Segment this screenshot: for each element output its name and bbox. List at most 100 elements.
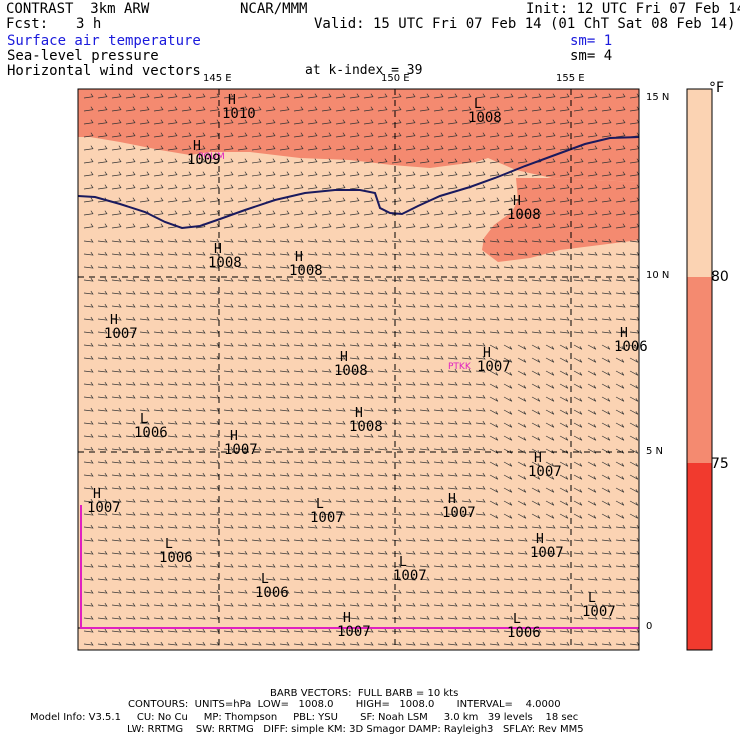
- wind-barb: [377, 93, 388, 99]
- wind-barb: [419, 641, 430, 646]
- wind-barb: [517, 223, 528, 229]
- wind-barb: [349, 550, 360, 555]
- wind-barb: [517, 589, 528, 594]
- wind-barb: [195, 355, 206, 360]
- wind-barb: [279, 145, 290, 151]
- wind-barb: [209, 355, 220, 360]
- wind-barb: [447, 550, 458, 555]
- wind-barb: [405, 433, 416, 438]
- wind-barb: [111, 472, 122, 477]
- wind-barb: [377, 145, 388, 151]
- wind-barb: [181, 459, 192, 464]
- wind-barb: [377, 171, 388, 177]
- wind-barb: [405, 563, 416, 568]
- wind-barb: [363, 420, 374, 425]
- wind-barb: [293, 381, 304, 386]
- low-pressure-symbol: L: [140, 412, 148, 427]
- wind-barb: [601, 435, 611, 441]
- wind-barb: [209, 576, 220, 581]
- wind-barb: [587, 370, 597, 376]
- wind-barb: [195, 615, 206, 620]
- lon-label-150: 150 E: [381, 73, 410, 84]
- wind-barb: [293, 171, 304, 177]
- wind-barb: [433, 290, 444, 295]
- wind-barb: [531, 563, 542, 568]
- wind-barb: [363, 459, 374, 464]
- wind-barb: [125, 290, 136, 295]
- wind-barb: [615, 171, 626, 177]
- wind-barb: [391, 524, 402, 529]
- wind-barb: [279, 407, 290, 412]
- wind-barb: [503, 223, 514, 229]
- wind-barb: [265, 238, 276, 243]
- wind-barb: [321, 498, 332, 503]
- wind-barb: [265, 355, 276, 360]
- wind-barb: [237, 251, 248, 256]
- wind-barb: [559, 171, 570, 177]
- wind-barb: [195, 132, 206, 138]
- wind-barb: [615, 158, 626, 164]
- wind-barb: [573, 210, 584, 216]
- wind-barb: [517, 158, 528, 164]
- wind-barb: [629, 370, 639, 376]
- low-pressure-symbol: L: [474, 97, 482, 112]
- wind-barb: [545, 576, 556, 581]
- wind-barb: [587, 238, 598, 243]
- wind-barb: [139, 264, 150, 269]
- wind-barb: [573, 474, 583, 480]
- wind-barb: [475, 251, 486, 256]
- wind-barb: [321, 106, 332, 112]
- wind-barb: [125, 184, 136, 190]
- wind-barb: [237, 290, 248, 295]
- wind-barb: [97, 329, 108, 334]
- wind-barb: [251, 550, 262, 555]
- wind-barb: [559, 197, 570, 203]
- wind-barb: [489, 448, 499, 454]
- wind-barb: [517, 370, 527, 376]
- wind-barb: [153, 290, 164, 295]
- wind-barb: [153, 602, 164, 607]
- wind-barb: [433, 420, 444, 425]
- wind-barb: [601, 277, 612, 282]
- wind-barb: [321, 368, 332, 373]
- wind-barb: [153, 394, 164, 399]
- wind-barb: [279, 511, 290, 516]
- wind-barb: [307, 589, 318, 594]
- wind-barb: [419, 433, 430, 438]
- wind-barb: [279, 459, 290, 464]
- wind-barb: [559, 370, 569, 376]
- wind-barb: [489, 290, 500, 295]
- wind-barb: [181, 171, 192, 177]
- wind-barb: [363, 628, 374, 633]
- wind-barb: [433, 355, 444, 360]
- wind-barb: [223, 329, 234, 334]
- wind-barb: [517, 435, 527, 441]
- wind-barb: [125, 524, 136, 529]
- wind-barb: [293, 524, 304, 529]
- wind-barb: [97, 576, 108, 581]
- wind-barb: [83, 158, 94, 164]
- wind-barb: [461, 316, 472, 321]
- wind-barb: [349, 290, 360, 295]
- wind-barb: [209, 524, 220, 529]
- wind-barb: [573, 264, 584, 269]
- wind-barb: [321, 459, 332, 464]
- wind-barb: [377, 290, 388, 295]
- wind-barb: [111, 355, 122, 360]
- wind-barb: [517, 500, 527, 506]
- wind-barb: [97, 132, 108, 138]
- wind-barb: [111, 524, 122, 529]
- high-pressure-symbol: H: [536, 532, 544, 547]
- high-pressure-symbol: H: [343, 611, 351, 626]
- wind-barb: [391, 381, 402, 386]
- wind-barb: [587, 628, 598, 633]
- wind-barb: [307, 524, 318, 529]
- wind-barb: [251, 615, 262, 620]
- wind-barb: [475, 498, 486, 503]
- wind-barb: [279, 563, 290, 568]
- wind-barb: [223, 472, 234, 477]
- wind-barb: [587, 602, 598, 607]
- wind-barb: [153, 355, 164, 360]
- wind-barb: [489, 589, 500, 594]
- wind-barb: [111, 550, 122, 555]
